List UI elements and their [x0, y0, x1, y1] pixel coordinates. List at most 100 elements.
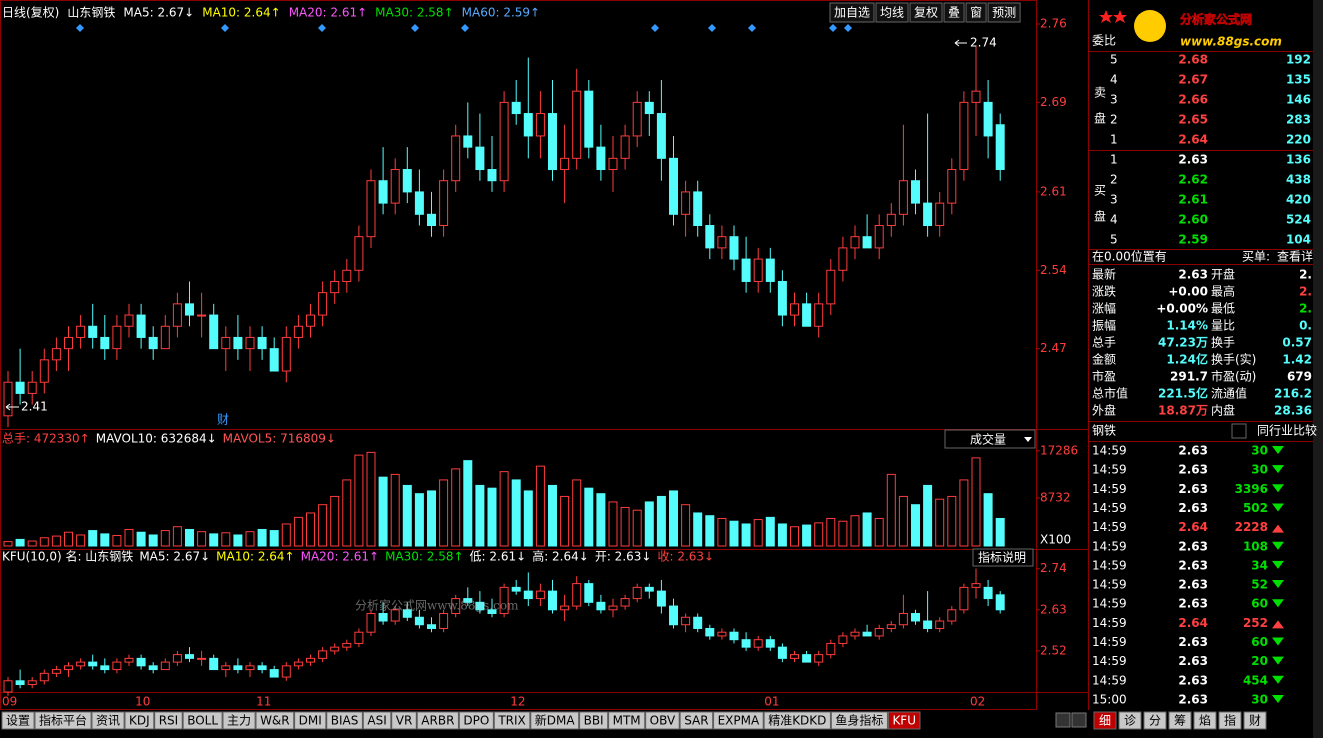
candle-body	[765, 258, 775, 282]
candle-body	[790, 303, 799, 316]
marker	[748, 24, 756, 32]
header-item: MA20: 2.61↑	[289, 6, 367, 20]
tab[interactable]	[91, 711, 125, 730]
candle-body	[414, 191, 424, 215]
candle-body	[451, 598, 461, 615]
book-volume: 104	[1286, 233, 1311, 247]
tab[interactable]	[679, 711, 714, 730]
tab-label: 设置	[6, 714, 30, 728]
scroll-right[interactable]	[1071, 712, 1087, 728]
tab[interactable]	[124, 711, 155, 730]
tab[interactable]	[416, 711, 459, 730]
volume-bar	[717, 517, 727, 547]
tab[interactable]	[608, 711, 646, 730]
candle-body	[160, 661, 170, 671]
volume-bar	[995, 517, 1005, 547]
side-tab[interactable]	[1118, 711, 1142, 730]
tab-label: DMI	[299, 714, 322, 728]
indicator-help[interactable]	[972, 548, 1034, 567]
side-tab[interactable]	[1143, 711, 1167, 730]
tab[interactable]	[255, 711, 295, 730]
tab[interactable]	[154, 711, 183, 730]
tab[interactable]	[645, 711, 680, 730]
tab[interactable]	[362, 711, 392, 730]
toolbar-button[interactable]	[829, 2, 875, 23]
tab[interactable]	[493, 711, 531, 730]
tab[interactable]	[887, 711, 921, 730]
x-tick-label: 11	[256, 695, 271, 709]
side-tab[interactable]	[1218, 711, 1242, 730]
candle-body	[911, 180, 920, 204]
tick-price: 2.63	[1178, 444, 1208, 458]
buy-label: 买盘	[1093, 184, 1107, 236]
toolbar-label: 预测	[992, 6, 1016, 20]
candle-body	[414, 616, 424, 626]
toolbar-button[interactable]	[875, 2, 909, 23]
toolbar-button[interactable]	[965, 2, 987, 23]
candle-body	[39, 359, 49, 383]
scroll-left[interactable]	[1055, 712, 1071, 728]
tab[interactable]	[530, 711, 580, 730]
tab[interactable]	[713, 711, 764, 730]
volume-bar	[463, 460, 473, 547]
tick-volume: 52	[1251, 578, 1268, 592]
side-tab[interactable]	[1243, 711, 1267, 730]
industry-toggle[interactable]	[1231, 423, 1247, 439]
toolbar-button[interactable]	[987, 2, 1021, 23]
tab-label: EXPMA	[718, 714, 760, 728]
stat-value: 1.24亿	[1166, 352, 1208, 367]
indicator-selector-label: 成交量	[970, 432, 1006, 447]
stat-label: 换手(实)	[1211, 352, 1256, 367]
candle-body	[632, 586, 642, 600]
tab[interactable]	[222, 711, 256, 730]
stat-value: 0.57	[1282, 336, 1312, 350]
tab[interactable]	[763, 711, 831, 730]
tick-price: 2.63	[1178, 482, 1208, 496]
stat-value: 291.7	[1170, 370, 1208, 384]
tab[interactable]	[391, 711, 417, 730]
book-volume: 136	[1286, 153, 1311, 167]
candle-body	[197, 314, 207, 317]
y-tick-label: 2.61	[1040, 184, 1067, 198]
tab[interactable]	[1, 711, 35, 730]
candle-body	[64, 665, 73, 671]
candle-body	[838, 247, 848, 271]
candle-body	[366, 180, 376, 238]
tab[interactable]	[579, 711, 609, 730]
indicator-legend: 收: 2.63↓	[657, 550, 714, 564]
tick-volume: 2228	[1235, 520, 1268, 534]
side-tab[interactable]	[1093, 711, 1117, 730]
toolbar-button[interactable]	[943, 2, 965, 23]
tick-price: 2.63	[1178, 463, 1208, 477]
tick-price: 2.63	[1178, 539, 1208, 553]
tab[interactable]	[830, 711, 888, 730]
candle-body	[656, 590, 666, 607]
candle-body	[874, 225, 884, 249]
toolbar-label: 窗	[970, 6, 982, 20]
candle-body	[330, 646, 340, 652]
toolbar-button[interactable]	[909, 2, 943, 23]
side-tab[interactable]	[1168, 711, 1192, 730]
tab[interactable]	[458, 711, 494, 730]
candle-body	[511, 586, 521, 592]
marker	[844, 24, 852, 32]
volume-bar	[51, 535, 61, 547]
star	[1113, 10, 1127, 23]
tab[interactable]	[294, 711, 327, 730]
side-tab-label: 财	[1249, 714, 1261, 728]
candle-body	[693, 616, 703, 629]
tick-price: 2.63	[1178, 597, 1208, 611]
book-price: 2.59	[1178, 233, 1208, 247]
tab[interactable]	[34, 711, 92, 730]
tab[interactable]	[182, 711, 223, 730]
indicator-legend: KFU(10,0) 名: 山东钢铁	[2, 549, 133, 564]
candle-body	[874, 627, 884, 637]
book-level: 1	[1110, 153, 1118, 167]
candle-body	[148, 336, 158, 350]
volume-bar	[838, 520, 848, 547]
tab[interactable]	[326, 711, 363, 730]
stat-value: 216.2	[1274, 387, 1312, 401]
side-tab[interactable]	[1193, 711, 1217, 730]
scroll-buttons[interactable]	[1055, 712, 1087, 728]
indicator-selector[interactable]	[944, 429, 1036, 449]
